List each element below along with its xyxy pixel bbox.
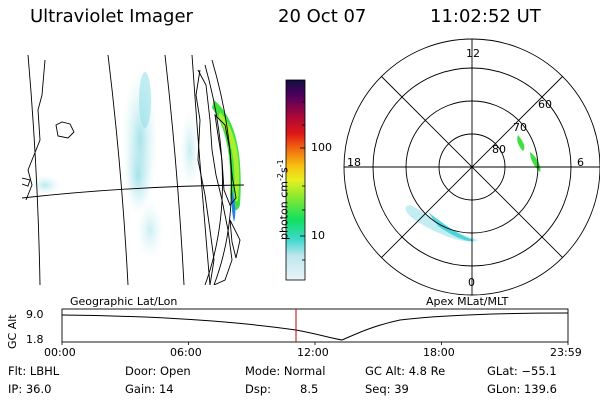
colorbar	[285, 79, 306, 281]
mlt-label-18: 18	[347, 156, 361, 169]
track-xtick-0600: 06:00	[170, 346, 202, 359]
altitude-curve	[61, 312, 569, 341]
colorbar-tick-10: 10	[311, 229, 325, 242]
time-label: 11:02:52 UT	[430, 6, 541, 27]
info-glat: GLat: −55.1	[487, 364, 557, 378]
instrument-title: Ultraviolet Imager	[30, 6, 193, 27]
map-grid	[22, 55, 244, 285]
info-dsp-label: Dsp:	[245, 382, 272, 396]
info-gain: Gain: 14	[125, 382, 174, 396]
colorbar-unit-sup1: -2	[276, 173, 285, 182]
lat-label-70: 70	[513, 121, 527, 134]
track-xtick-1200: 12:00	[297, 346, 329, 359]
geographic-map	[22, 55, 244, 285]
info-glon: GLon: 139.6	[487, 382, 557, 396]
colorbar-unit-sup2: -1	[276, 159, 285, 168]
info-seq: Seq: 39	[365, 382, 409, 396]
colorbar-ticks	[300, 101, 305, 261]
colorbar-tick-100: 100	[311, 141, 332, 154]
aurora-patch-diffuse	[29, 70, 200, 260]
track-ytick-min: 1.8	[26, 333, 44, 346]
mlt-label-6: 6	[577, 156, 584, 169]
info-mode: Mode: Normal	[245, 364, 326, 378]
aurora-oval-bright	[212, 100, 241, 222]
info-ip: IP: 36.0	[8, 382, 52, 396]
polar-plot	[343, 38, 600, 296]
track-title-geographic: Geographic Lat/Lon	[70, 295, 178, 308]
colorbar-unit-label: photon cm-2s-1	[276, 159, 291, 240]
lat-label-80: 80	[492, 143, 506, 156]
colorbar-unit-text: photon cm	[277, 181, 291, 240]
lat-label-60: 60	[538, 98, 552, 111]
mlt-label-12: 12	[466, 47, 480, 60]
polar-aurora	[405, 135, 541, 242]
coastlines	[22, 59, 241, 285]
track-title-apex: Apex MLat/MLT	[426, 295, 509, 308]
track-xtick-1800: 18:00	[423, 346, 455, 359]
track-xtick-0000: 00:00	[44, 346, 76, 359]
info-dsp-value: 8.5	[300, 382, 319, 396]
date-label: 20 Oct 07	[278, 6, 367, 27]
track-plot	[61, 308, 569, 345]
mlt-label-0: 0	[468, 276, 475, 289]
track-xtick-2359: 23:59	[550, 346, 582, 359]
track-ytick-max: 9.0	[26, 308, 44, 321]
info-gc-alt: GC Alt: 4.8 Re	[365, 364, 446, 378]
track-axis-label: GC Alt	[6, 314, 19, 349]
colorbar-unit-mid: s	[277, 167, 291, 174]
info-door: Door: Open	[125, 364, 191, 378]
info-flt: Flt: LBHL	[8, 364, 60, 378]
